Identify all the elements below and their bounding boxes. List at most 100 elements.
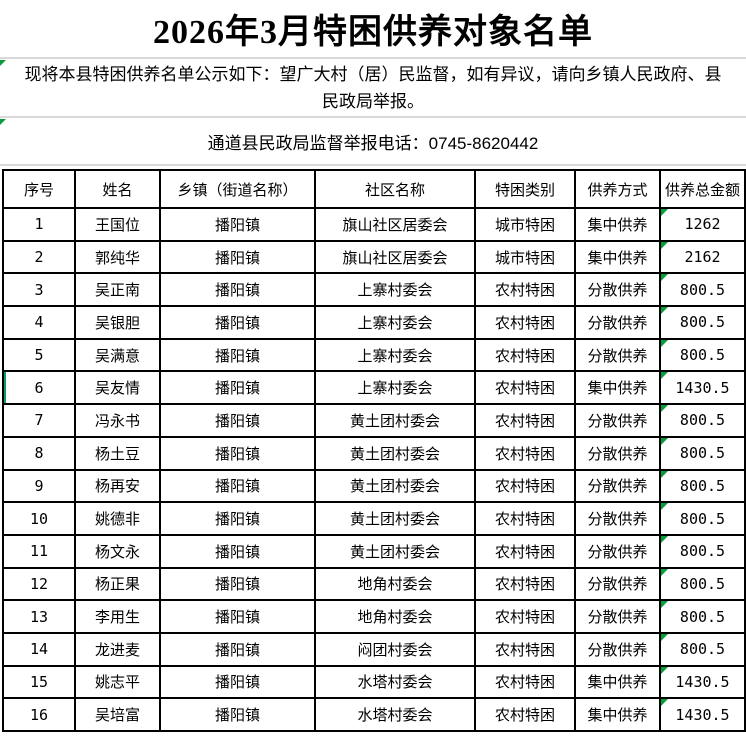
header-cell[interactable]: 供养方式 (574, 169, 661, 209)
table-cell[interactable]: 800.5 (659, 272, 746, 308)
row-number-cell[interactable]: 16 (2, 697, 76, 732)
table-cell[interactable]: 播阳镇 (159, 501, 316, 536)
table-cell[interactable]: 播阳镇 (159, 435, 316, 471)
table-cell[interactable]: 播阳镇 (159, 239, 316, 275)
table-cell[interactable]: 农村特困 (474, 337, 576, 373)
row-number-cell[interactable]: 7 (2, 403, 76, 438)
table-cell[interactable]: 水塔村委会 (314, 697, 476, 732)
table-cell[interactable]: 播阳镇 (159, 599, 316, 634)
row-number-cell[interactable]: 9 (2, 468, 76, 504)
table-cell[interactable]: 黄土团村委会 (314, 533, 476, 569)
header-cell[interactable]: 序号 (2, 169, 76, 209)
table-cell[interactable]: 800.5 (659, 566, 746, 602)
table-cell[interactable]: 分散供养 (574, 337, 661, 373)
table-cell[interactable]: 1430.5 (659, 664, 746, 700)
header-cell[interactable]: 特困类别 (474, 169, 576, 209)
table-cell[interactable]: 冯永书 (74, 403, 161, 438)
table-cell[interactable]: 地角村委会 (314, 599, 476, 634)
table-cell[interactable]: 集中供养 (574, 370, 661, 406)
table-cell[interactable]: 农村特困 (474, 435, 576, 471)
table-cell[interactable]: 分散供养 (574, 435, 661, 471)
table-cell[interactable]: 姚德非 (74, 501, 161, 536)
table-cell[interactable]: 农村特困 (474, 468, 576, 504)
table-cell[interactable]: 农村特困 (474, 664, 576, 700)
table-cell[interactable]: 姚志平 (74, 664, 161, 700)
table-cell[interactable]: 黄土团村委会 (314, 501, 476, 536)
table-cell[interactable]: 黄土团村委会 (314, 468, 476, 504)
table-cell[interactable]: 800.5 (659, 435, 746, 471)
header-cell[interactable]: 姓名 (74, 169, 161, 209)
row-number-cell[interactable]: 8 (2, 435, 76, 471)
table-cell[interactable]: 播阳镇 (159, 305, 316, 340)
table-cell[interactable]: 800.5 (659, 599, 746, 634)
row-number-cell[interactable]: 5 (2, 337, 76, 373)
table-cell[interactable]: 农村特困 (474, 370, 576, 406)
table-cell[interactable]: 农村特困 (474, 631, 576, 667)
table-cell[interactable]: 集中供养 (574, 207, 661, 242)
table-cell[interactable]: 播阳镇 (159, 370, 316, 406)
table-cell[interactable]: 杨再安 (74, 468, 161, 504)
table-cell[interactable]: 800.5 (659, 501, 746, 536)
table-cell[interactable]: 吴满意 (74, 337, 161, 373)
table-cell[interactable]: 播阳镇 (159, 468, 316, 504)
table-cell[interactable]: 郭纯华 (74, 239, 161, 275)
table-cell[interactable]: 农村特困 (474, 305, 576, 340)
table-cell[interactable]: 王国位 (74, 207, 161, 242)
table-cell[interactable]: 800.5 (659, 631, 746, 667)
table-cell[interactable]: 农村特困 (474, 501, 576, 536)
table-cell[interactable]: 龙进麦 (74, 631, 161, 667)
header-cell[interactable]: 乡镇（街道名称） (159, 169, 316, 209)
table-cell[interactable]: 黄土团村委会 (314, 403, 476, 438)
table-cell[interactable]: 播阳镇 (159, 566, 316, 602)
table-cell[interactable]: 800.5 (659, 533, 746, 569)
table-cell[interactable]: 播阳镇 (159, 631, 316, 667)
table-cell[interactable]: 1430.5 (659, 370, 746, 406)
table-cell[interactable]: 水塔村委会 (314, 664, 476, 700)
table-cell[interactable]: 播阳镇 (159, 337, 316, 373)
table-cell[interactable]: 2162 (659, 239, 746, 275)
table-cell[interactable]: 集中供养 (574, 664, 661, 700)
table-cell[interactable]: 分散供养 (574, 501, 661, 536)
table-cell[interactable]: 城市特困 (474, 239, 576, 275)
table-cell[interactable]: 农村特困 (474, 566, 576, 602)
table-cell[interactable]: 800.5 (659, 468, 746, 504)
table-cell[interactable]: 李用生 (74, 599, 161, 634)
row-number-cell[interactable]: 6 (2, 370, 76, 406)
header-cell[interactable]: 供养总金额 (659, 169, 746, 209)
table-cell[interactable]: 集中供养 (574, 697, 661, 732)
table-cell[interactable]: 800.5 (659, 305, 746, 340)
table-cell[interactable]: 地角村委会 (314, 566, 476, 602)
table-cell[interactable]: 播阳镇 (159, 207, 316, 242)
table-cell[interactable]: 吴银胆 (74, 305, 161, 340)
table-cell[interactable]: 分散供养 (574, 599, 661, 634)
row-number-cell[interactable]: 11 (2, 533, 76, 569)
table-cell[interactable]: 上寨村委会 (314, 305, 476, 340)
table-cell[interactable]: 上寨村委会 (314, 272, 476, 308)
table-cell[interactable]: 农村特困 (474, 272, 576, 308)
table-cell[interactable]: 杨正果 (74, 566, 161, 602)
table-cell[interactable]: 播阳镇 (159, 272, 316, 308)
table-cell[interactable]: 吴培富 (74, 697, 161, 732)
table-cell[interactable]: 农村特困 (474, 533, 576, 569)
row-number-cell[interactable]: 14 (2, 631, 76, 667)
table-cell[interactable]: 黄土团村委会 (314, 435, 476, 471)
table-cell[interactable]: 上寨村委会 (314, 370, 476, 406)
table-cell[interactable]: 杨土豆 (74, 435, 161, 471)
row-number-cell[interactable]: 10 (2, 501, 76, 536)
table-cell[interactable]: 城市特困 (474, 207, 576, 242)
row-number-cell[interactable]: 15 (2, 664, 76, 700)
table-cell[interactable]: 农村特困 (474, 403, 576, 438)
table-cell[interactable]: 分散供养 (574, 631, 661, 667)
table-cell[interactable]: 旗山社区居委会 (314, 239, 476, 275)
table-cell[interactable]: 分散供养 (574, 272, 661, 308)
table-cell[interactable]: 播阳镇 (159, 697, 316, 732)
table-cell[interactable]: 农村特困 (474, 599, 576, 634)
table-cell[interactable]: 闷团村委会 (314, 631, 476, 667)
table-cell[interactable]: 1430.5 (659, 697, 746, 732)
table-cell[interactable]: 集中供养 (574, 239, 661, 275)
table-cell[interactable]: 1262 (659, 207, 746, 242)
row-number-cell[interactable]: 12 (2, 566, 76, 602)
table-cell[interactable]: 吴正南 (74, 272, 161, 308)
table-cell[interactable]: 播阳镇 (159, 664, 316, 700)
row-number-cell[interactable]: 13 (2, 599, 76, 634)
